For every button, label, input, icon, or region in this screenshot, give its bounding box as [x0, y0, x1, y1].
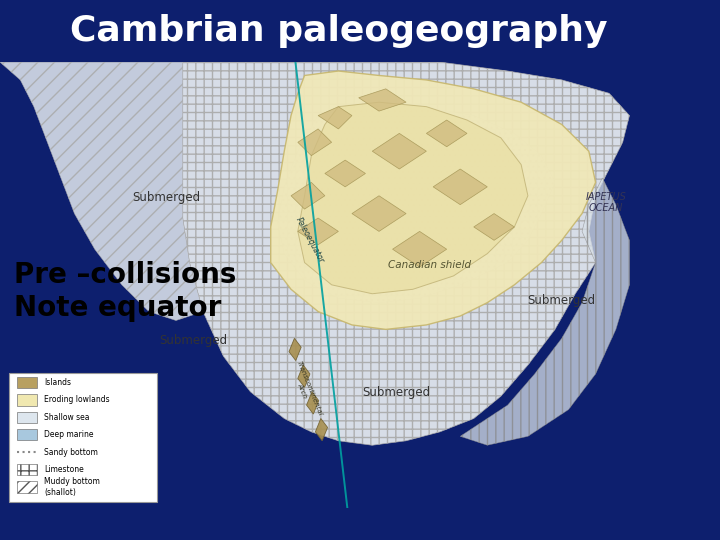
Bar	[17, 429, 37, 441]
Polygon shape	[372, 133, 426, 169]
Bar	[17, 481, 37, 492]
Text: Paleoequator: Paleoequator	[294, 216, 326, 265]
Text: Submerged: Submerged	[132, 192, 200, 205]
Text: Shallow sea: Shallow sea	[44, 413, 89, 422]
Polygon shape	[426, 120, 467, 147]
Polygon shape	[352, 196, 406, 232]
Polygon shape	[298, 365, 310, 387]
Polygon shape	[433, 169, 487, 205]
Polygon shape	[474, 213, 514, 240]
Polygon shape	[392, 232, 446, 267]
Polygon shape	[298, 102, 528, 294]
Text: Limestone: Limestone	[44, 465, 84, 474]
Polygon shape	[298, 129, 332, 156]
Polygon shape	[359, 89, 406, 111]
Text: Muddy bottom
(shallot): Muddy bottom (shallot)	[44, 477, 100, 497]
Polygon shape	[0, 62, 203, 321]
Text: Eroding lowlands: Eroding lowlands	[44, 395, 109, 404]
Polygon shape	[460, 178, 629, 445]
Bar	[17, 464, 37, 475]
Polygon shape	[277, 107, 555, 302]
Text: Sandy bottom: Sandy bottom	[44, 448, 98, 457]
Text: Submerged: Submerged	[528, 294, 596, 307]
Bar	[17, 377, 37, 388]
Text: Submerged: Submerged	[362, 386, 430, 399]
Polygon shape	[183, 62, 629, 445]
FancyBboxPatch shape	[9, 373, 157, 502]
Polygon shape	[325, 160, 366, 187]
Polygon shape	[271, 71, 595, 329]
Polygon shape	[298, 218, 338, 245]
Polygon shape	[289, 338, 301, 361]
Polygon shape	[315, 418, 328, 441]
Text: Submerged: Submerged	[159, 334, 227, 347]
Text: Pre –collisions
Note equator: Pre –collisions Note equator	[14, 261, 236, 322]
Text: Islands: Islands	[44, 378, 71, 387]
Bar	[17, 394, 37, 406]
Text: IAPETUS
OCEAN: IAPETUS OCEAN	[585, 192, 626, 213]
Polygon shape	[307, 392, 319, 414]
Text: Deep marine: Deep marine	[44, 430, 94, 439]
Polygon shape	[291, 183, 325, 209]
Text: Canadian shield: Canadian shield	[388, 260, 472, 270]
Bar	[17, 411, 37, 423]
Polygon shape	[318, 107, 352, 129]
Text: Transcontinental
Arch: Transcontinental Arch	[289, 360, 323, 419]
Text: Cambrian paleogeography: Cambrian paleogeography	[70, 14, 607, 48]
